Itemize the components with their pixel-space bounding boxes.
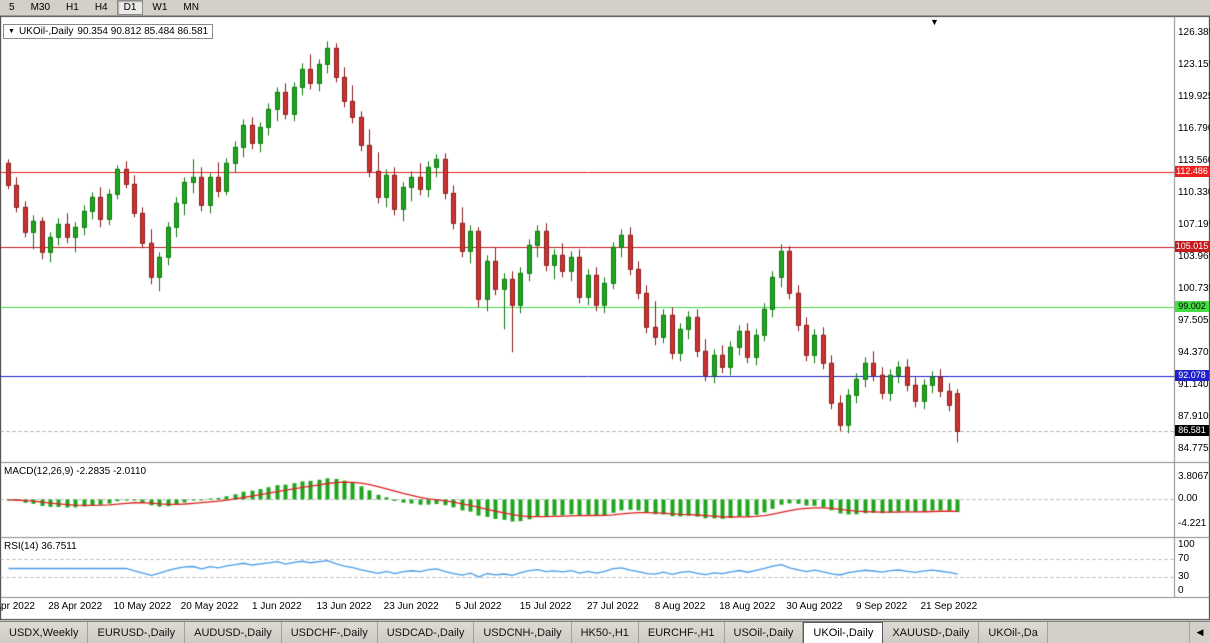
tab-usdchf-daily[interactable]: USDCHF-,Daily — [281, 622, 378, 643]
period-button-h1[interactable]: H1 — [66, 2, 79, 13]
date-axis-label: 18 Apr 2022 — [0, 601, 35, 612]
price-axis-tick: 87.910 — [1178, 411, 1209, 422]
price-axis-tick: 91.140 — [1178, 379, 1209, 390]
tab-xauusd-daily[interactable]: XAUUSD-,Daily — [883, 622, 980, 643]
tab-hk50-h1[interactable]: HK50-,H1 — [571, 622, 639, 643]
price-axis-tick: 103.965 — [1178, 251, 1210, 262]
price-axis-tick: 123.155 — [1178, 59, 1210, 70]
chart-shift-marker-icon[interactable]: ▼ — [930, 17, 939, 27]
period-button-d1[interactable]: D1 — [116, 0, 144, 15]
price-axis-tick: 110.330 — [1178, 187, 1210, 198]
level-price-badge: 99.002 — [1175, 301, 1209, 312]
date-axis-label: 20 May 2022 — [180, 601, 239, 612]
level-price-badge: 105.015 — [1175, 241, 1209, 252]
date-axis-label: 8 Aug 2022 — [654, 601, 706, 612]
rsi-axis-tick: 70 — [1178, 553, 1190, 564]
price-axis-tick: 97.505 — [1178, 315, 1209, 326]
period-button-w1[interactable]: W1 — [152, 2, 168, 13]
date-axis-label: 1 Jun 2022 — [252, 601, 302, 612]
current-price-badge: 86.581 — [1175, 425, 1209, 436]
date-axis-label: 23 Jun 2022 — [383, 601, 439, 612]
price-axis-tick: 94.370 — [1178, 347, 1209, 358]
period-button-5[interactable]: 5 — [9, 2, 15, 13]
tab-eurusd-daily[interactable]: EURUSD-,Daily — [88, 622, 186, 643]
price-axis-tick: 113.560 — [1178, 155, 1210, 166]
rsi-axis-tick: 30 — [1178, 571, 1190, 582]
date-axis-label: 5 Jul 2022 — [455, 601, 502, 612]
tab-ukoil-da[interactable]: UKOil-,Da — [979, 622, 1048, 643]
price-axis-tick: 119.925 — [1178, 91, 1210, 102]
date-axis-label: 13 Jun 2022 — [316, 601, 372, 612]
macd-indicator-label: MACD(12,26,9) -2.2835 -2.0110 — [4, 466, 147, 477]
date-axis-label: 15 Jul 2022 — [519, 601, 572, 612]
date-axis-label: 10 May 2022 — [113, 601, 172, 612]
tab-ukoil-daily[interactable]: UKOil-,Daily — [803, 622, 884, 643]
rsi-indicator-label: RSI(14) 36.7511 — [4, 541, 77, 552]
date-axis-label: 30 Aug 2022 — [786, 601, 843, 612]
tab-usdcad-daily[interactable]: USDCAD-,Daily — [377, 622, 475, 643]
level-price-badge: 92.078 — [1175, 370, 1209, 381]
period-toolbar: 5 M30 H1 H4 D1 W1 MN — [0, 0, 1210, 16]
level-price-badge: 112.486 — [1175, 166, 1209, 177]
chart-title-symbol: UKOil-,Daily — [18, 26, 74, 37]
price-axis-tick: 100.735 — [1178, 283, 1210, 294]
chart-dropdown-icon[interactable]: ▼ — [8, 28, 15, 35]
date-axis-label: 18 Aug 2022 — [719, 601, 776, 612]
date-axis-label: 27 Jul 2022 — [586, 601, 639, 612]
rsi-axis-tick: 0 — [1178, 585, 1184, 596]
symbol-tab-bar: USDX,Weekly EURUSD-,Daily AUDUSD-,Daily USD… — [0, 621, 1210, 643]
date-axis-label: 21 Sep 2022 — [920, 601, 978, 612]
price-axis-tick: 107.195 — [1178, 219, 1210, 230]
macd-axis-tick: 3.8067 — [1178, 471, 1209, 482]
date-axis-label: 28 Apr 2022 — [48, 601, 103, 612]
chart-title-box[interactable]: ▼ UKOil-,Daily 90.354 90.812 85.484 86.5… — [3, 24, 214, 39]
tab-usdcnh-daily[interactable]: USDCNH-,Daily — [474, 622, 572, 643]
tab-usoil-daily[interactable]: USOil-,Daily — [724, 622, 804, 643]
period-button-h4[interactable]: H4 — [94, 2, 108, 13]
period-button-mn[interactable]: MN — [183, 2, 199, 13]
rsi-axis-tick: 100 — [1178, 539, 1195, 550]
macd-axis-tick: 0.00 — [1178, 493, 1198, 504]
price-axis-tick: 116.790 — [1178, 123, 1210, 134]
tab-eurchf-h1[interactable]: EURCHF-,H1 — [638, 622, 725, 643]
period-button-m30[interactable]: M30 — [30, 2, 51, 13]
date-axis-label: 9 Sep 2022 — [856, 601, 908, 612]
tab-scroll-left-button[interactable]: ◀ — [1189, 622, 1210, 643]
chart-title-ohlc: 90.354 90.812 85.484 86.581 — [77, 26, 209, 37]
tab-audusd-daily[interactable]: AUDUSD-,Daily — [185, 622, 282, 643]
price-axis-tick: 126.385 — [1178, 27, 1210, 38]
tab-usdx-weekly[interactable]: USDX,Weekly — [0, 622, 89, 643]
price-axis-tick: 84.775 — [1178, 443, 1209, 454]
macd-axis-tick: -4.221 — [1178, 518, 1207, 529]
